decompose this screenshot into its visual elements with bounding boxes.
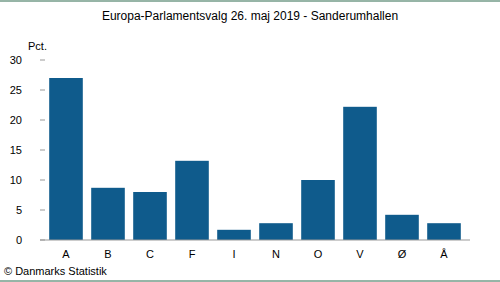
y-tick xyxy=(40,120,45,121)
y-label: Pct. xyxy=(28,40,47,52)
bar xyxy=(175,161,209,240)
y-tick-label: 20 xyxy=(10,114,22,126)
y-tick xyxy=(40,60,45,61)
bars xyxy=(49,78,461,240)
x-tick-label: C xyxy=(146,248,154,260)
bar xyxy=(133,192,167,240)
y-tick-label: 0 xyxy=(16,234,22,246)
y-tick xyxy=(40,180,45,181)
bar xyxy=(259,223,293,240)
bar xyxy=(217,230,251,240)
y-tick-label: 25 xyxy=(10,84,22,96)
y-tick-label: 10 xyxy=(10,174,22,186)
y-tick xyxy=(40,210,45,211)
top-rule xyxy=(0,1,500,2)
x-tick-label: O xyxy=(314,248,323,260)
y-tick-label: 15 xyxy=(10,144,22,156)
x-axis xyxy=(40,240,470,241)
bar xyxy=(91,188,125,240)
x-tick-label: V xyxy=(356,248,364,260)
y-tick-label: 5 xyxy=(16,204,22,216)
x-tick-label: F xyxy=(189,248,196,260)
bar xyxy=(301,180,335,240)
y-tick xyxy=(40,150,45,151)
bar xyxy=(427,223,461,240)
x-tick-label: Å xyxy=(440,248,448,260)
x-tick-label: I xyxy=(232,248,235,260)
y-tick xyxy=(40,90,45,91)
bottom-rule xyxy=(0,281,500,282)
source: © Danmarks Statistik xyxy=(4,265,107,277)
bar xyxy=(49,78,83,240)
x-tick-label: B xyxy=(104,248,111,260)
title: Europa-Parlamentsvalg 26. maj 2019 - San… xyxy=(102,9,398,23)
bar xyxy=(385,215,419,240)
x-tick-label: Ø xyxy=(398,248,407,260)
y-tick-label: 30 xyxy=(10,54,22,66)
chart: Europa-Parlamentsvalg 26. maj 2019 - San… xyxy=(0,0,500,282)
x-tick-label: A xyxy=(62,248,70,260)
bar xyxy=(343,107,377,240)
x-tick-label: N xyxy=(272,248,280,260)
